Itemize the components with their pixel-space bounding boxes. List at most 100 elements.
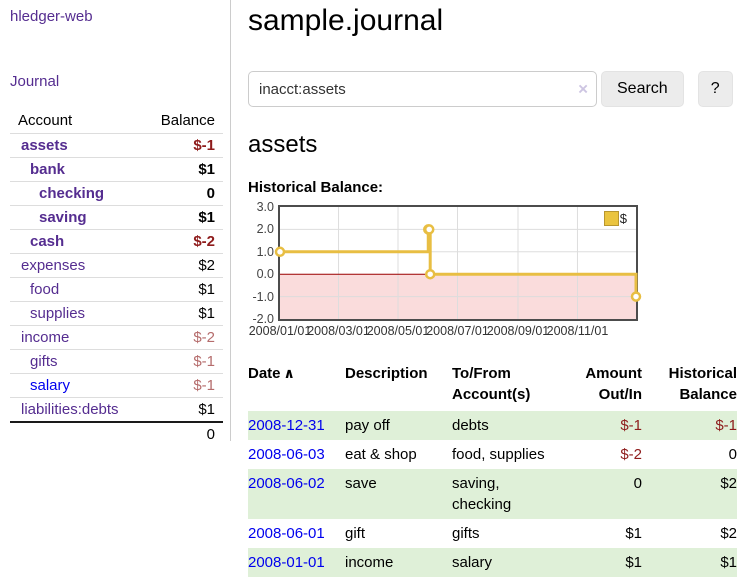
register-col-tofrom-accounts: To/From Account(s): [452, 365, 531, 403]
y-tick-label: 0.0: [256, 267, 274, 282]
search-form: × Search ?: [248, 71, 737, 107]
x-tick-label: 2008/07/01: [426, 324, 489, 338]
transaction-balance: $-1: [715, 417, 737, 434]
sidebar-account-saving[interactable]: saving: [39, 209, 87, 226]
sidebar-account-income[interactable]: income: [21, 329, 70, 346]
sidebar-item-journal[interactable]: Journal: [10, 73, 60, 90]
transaction-balance: $2: [720, 525, 737, 542]
transaction-accounts: salary: [452, 554, 493, 571]
legend-swatch-icon: [603, 211, 619, 226]
y-tick-label: 1.0: [256, 244, 274, 259]
transaction-date-link[interactable]: 2008-06-02: [248, 475, 325, 492]
balance-chart: 3.0 2.0 1.0 0.0 -1.0 -2.0 $ 2008/01/01 2008/03…: [248, 200, 737, 343]
accounts-header-row: Account Balance: [10, 109, 223, 134]
register-col-historical-balance: Historical Balance: [668, 365, 737, 403]
register-table: Date ∧ Description To/From Account(s) Amount O…: [248, 363, 737, 577]
account-row: salary $-1: [10, 373, 223, 398]
sidebar-account-cash[interactable]: cash: [30, 233, 65, 250]
y-tick-label: -2.0: [252, 312, 274, 326]
accounts-col-balance: Balance: [145, 109, 223, 134]
sidebar-account-assets[interactable]: assets: [21, 137, 68, 154]
accounts-total-value: 0: [145, 421, 223, 446]
page-title: sample.journal: [248, 4, 444, 37]
sidebar-account-checking[interactable]: checking: [39, 185, 105, 202]
register-col-date[interactable]: Date ∧: [248, 365, 295, 382]
transaction-accounts: debts: [452, 417, 489, 434]
account-heading: assets: [248, 131, 318, 158]
transaction-accounts: food, supplies: [452, 446, 545, 463]
transaction-description: eat & shop: [345, 446, 417, 463]
transaction-accounts: gifts: [452, 525, 480, 542]
accounts-total-row: 0: [10, 421, 223, 446]
x-tick-label: 2008/03/01: [307, 324, 370, 338]
transaction-amount: $-1: [620, 417, 642, 434]
transaction-balance: $1: [720, 554, 737, 571]
register-row: 2008-06-03 eat & shop food, supplies $-2 0: [248, 440, 737, 469]
sidebar-account-gifts[interactable]: gifts: [30, 353, 58, 370]
clear-search-icon[interactable]: ×: [578, 79, 588, 99]
transaction-description: pay off: [345, 417, 390, 434]
account-balance: $1: [145, 205, 223, 230]
transaction-amount: 0: [633, 475, 642, 492]
account-balance: $1: [145, 157, 223, 182]
sidebar-account-food[interactable]: food: [30, 281, 60, 298]
account-row: income $-2: [10, 325, 223, 350]
account-balance: $1: [145, 277, 223, 302]
x-tick-label: 2008/01/01: [248, 324, 312, 338]
main-panel: sample.journal × Search ? assets Histori…: [248, 0, 737, 577]
account-balance: $-2: [145, 325, 223, 350]
y-tick-label: -1.0: [252, 289, 274, 304]
register-row: 2008-12-31 pay off debts $-1 $-1: [248, 411, 737, 440]
transaction-balance: $2: [720, 475, 737, 492]
account-row: expenses $2: [10, 253, 223, 278]
account-row: supplies $1: [10, 301, 223, 326]
register-header-row: Date ∧ Description To/From Account(s) Amount O…: [248, 363, 737, 411]
x-tick-label: 2008/09/01: [486, 324, 550, 338]
y-tick-label: 3.0: [256, 200, 274, 214]
chart-plot-area: $: [274, 205, 642, 321]
sidebar-account-bank[interactable]: bank: [30, 161, 66, 178]
account-row: checking 0: [10, 181, 223, 206]
sort-asc-icon: ∧: [283, 365, 295, 381]
register-row: 2008-06-01 gift gifts $1 $2: [248, 519, 737, 548]
account-balance: $1: [145, 397, 223, 423]
transaction-date-link[interactable]: 2008-01-01: [248, 554, 325, 571]
search-button[interactable]: Search: [601, 71, 684, 107]
register-col-description: Description: [345, 365, 428, 382]
account-row: liabilities:debts $1: [10, 397, 223, 423]
search-input[interactable]: [248, 71, 597, 107]
account-row: assets $-1: [10, 133, 223, 158]
transaction-description: gift: [345, 525, 366, 542]
brand-link[interactable]: hledger-web: [10, 8, 93, 25]
x-tick-label: 2008/05/01: [366, 324, 430, 338]
legend-label: $: [619, 211, 627, 226]
account-balance: 0: [145, 181, 223, 206]
chart-y-axis: 3.0 2.0 1.0 0.0 -1.0 -2.0: [248, 200, 274, 326]
y-tick-label: 2.0: [256, 222, 274, 237]
register-col-amount-outin: Amount Out/In: [585, 365, 642, 403]
account-row: gifts $-1: [10, 349, 223, 374]
account-balance: $-2: [145, 229, 223, 254]
account-balance: $-1: [145, 349, 223, 374]
transaction-description: save: [345, 475, 377, 492]
account-balance: $1: [145, 301, 223, 326]
search-box: ×: [248, 71, 597, 107]
account-row: cash $-2: [10, 229, 223, 254]
accounts-table: Account Balance assets $-1 bank $1 checking 0…: [10, 109, 223, 446]
transaction-balance: 0: [728, 446, 737, 463]
register-row: 2008-06-02 save saving, checking 0 $2: [248, 469, 737, 519]
sidebar-account-expenses[interactable]: expenses: [21, 257, 86, 274]
transaction-date-link[interactable]: 2008-06-03: [248, 446, 325, 463]
account-row: food $1: [10, 277, 223, 302]
transaction-date-link[interactable]: 2008-06-01: [248, 525, 325, 542]
sidebar-account-liabilities-debts[interactable]: liabilities:debts: [21, 401, 119, 418]
register-row: 2008-01-01 income salary $1 $1: [248, 548, 737, 577]
sidebar-account-salary[interactable]: salary: [30, 377, 71, 394]
transaction-amount: $-2: [620, 446, 642, 463]
transaction-amount: $1: [625, 525, 642, 542]
help-button[interactable]: ?: [697, 71, 733, 107]
transaction-accounts: saving, checking: [452, 475, 512, 513]
accounts-col-account: Account: [10, 109, 146, 134]
transaction-date-link[interactable]: 2008-12-31: [248, 417, 325, 434]
sidebar-account-supplies[interactable]: supplies: [30, 305, 86, 322]
